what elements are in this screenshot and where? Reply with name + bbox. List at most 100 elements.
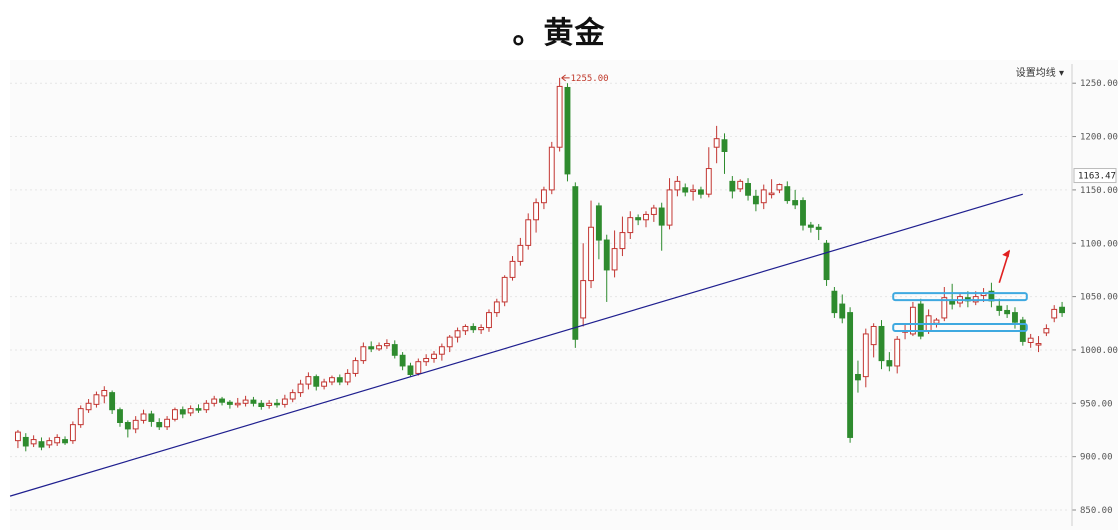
candle-body bbox=[140, 413, 147, 421]
candle-body bbox=[172, 409, 178, 420]
candle-body bbox=[321, 381, 328, 387]
candle-body bbox=[30, 439, 37, 445]
candle-body bbox=[399, 354, 406, 367]
candle-body bbox=[909, 306, 916, 335]
candle-body bbox=[564, 86, 571, 175]
candle-body bbox=[540, 189, 547, 204]
candle-body bbox=[1035, 343, 1042, 346]
candle-body bbox=[737, 180, 744, 190]
candle-body bbox=[164, 418, 171, 428]
candle-body bbox=[117, 409, 123, 424]
candle-body bbox=[462, 325, 469, 332]
candle-body bbox=[297, 383, 304, 394]
candle-body bbox=[313, 376, 320, 387]
peak-marker-arrowhead bbox=[561, 74, 566, 82]
candle-body bbox=[1059, 306, 1066, 314]
support-zone-box bbox=[892, 292, 1028, 302]
candle-body bbox=[1051, 308, 1058, 319]
candle-body bbox=[635, 217, 642, 221]
candle-body bbox=[705, 168, 712, 195]
trend-arrow-head bbox=[1002, 249, 1010, 258]
candle-body bbox=[533, 202, 540, 221]
candle-body bbox=[62, 439, 68, 444]
candle-body bbox=[643, 213, 649, 221]
candle-body bbox=[588, 226, 594, 282]
candle-body bbox=[352, 360, 359, 374]
y-tick-label: 1200.00 bbox=[1080, 133, 1118, 143]
candle-body bbox=[226, 401, 233, 405]
candle-body bbox=[234, 402, 241, 406]
support-zone-box bbox=[892, 323, 1028, 333]
candle-body bbox=[698, 189, 704, 195]
candle-body bbox=[501, 276, 508, 303]
candle-body bbox=[815, 226, 822, 230]
candle-body bbox=[195, 408, 202, 411]
candle-body bbox=[1012, 312, 1018, 323]
y-tick-label: 1100.00 bbox=[1080, 239, 1118, 249]
candle-body bbox=[517, 244, 524, 262]
y-tick-label: 1000.00 bbox=[1080, 346, 1118, 356]
candle-body bbox=[203, 402, 210, 411]
y-tick-label: 1250.00 bbox=[1080, 79, 1118, 89]
candle-body bbox=[187, 408, 194, 414]
candle-body bbox=[823, 242, 830, 281]
candle-body bbox=[211, 398, 218, 404]
candle-body bbox=[666, 189, 673, 226]
candle-body bbox=[54, 436, 61, 444]
current-price-box bbox=[1073, 168, 1117, 184]
candle-body bbox=[423, 357, 430, 363]
candle-body bbox=[431, 353, 437, 359]
candle-body bbox=[933, 319, 940, 324]
candle-body bbox=[14, 431, 21, 442]
y-tick-label: 850.00 bbox=[1080, 506, 1113, 516]
candle-body bbox=[917, 303, 924, 337]
candle-body bbox=[886, 360, 893, 367]
candle-body bbox=[776, 184, 783, 191]
candle-body bbox=[415, 361, 422, 374]
candle-body bbox=[446, 336, 453, 348]
candle-body bbox=[360, 346, 367, 362]
candle-body bbox=[305, 376, 312, 385]
candle-body bbox=[548, 146, 555, 191]
candle-body bbox=[478, 327, 485, 331]
candle-body bbox=[344, 372, 351, 383]
candle-body bbox=[383, 343, 390, 347]
candle-body bbox=[682, 187, 689, 193]
chart-panel bbox=[10, 60, 1118, 530]
candle-body bbox=[219, 398, 225, 403]
candle-body bbox=[870, 325, 877, 346]
candle-body bbox=[336, 377, 343, 383]
candle-body bbox=[847, 312, 854, 438]
candle-body bbox=[627, 217, 634, 234]
candle-body bbox=[580, 280, 587, 319]
candle-body bbox=[941, 297, 948, 319]
candle-body bbox=[658, 207, 665, 226]
candle-body bbox=[46, 440, 53, 446]
candle-body bbox=[69, 424, 76, 442]
candle-body bbox=[674, 180, 681, 191]
candle-body bbox=[855, 373, 861, 381]
candle-body bbox=[690, 189, 697, 192]
candle-body bbox=[391, 344, 398, 356]
current-price-label: 1163.47 bbox=[1078, 172, 1116, 182]
candle-body bbox=[77, 408, 84, 426]
candle-body bbox=[619, 232, 626, 250]
candle-body bbox=[949, 300, 956, 305]
candle-body bbox=[831, 290, 838, 314]
candle-body bbox=[486, 312, 492, 329]
candle-body bbox=[22, 436, 29, 447]
candle-body bbox=[281, 398, 288, 405]
candle-body bbox=[807, 224, 814, 228]
candle-body bbox=[132, 419, 139, 430]
candle-body bbox=[266, 402, 273, 406]
ma-setting-button[interactable]: 设置均线 ▾ bbox=[1015, 68, 1064, 79]
candle-body bbox=[124, 422, 131, 430]
y-tick-label: 1150.00 bbox=[1080, 186, 1118, 196]
candle-body bbox=[156, 422, 163, 428]
candle-body bbox=[376, 345, 382, 350]
candle-body bbox=[368, 346, 375, 350]
candle-body bbox=[454, 330, 461, 338]
candle-body bbox=[274, 402, 280, 406]
candle-body bbox=[745, 183, 751, 196]
